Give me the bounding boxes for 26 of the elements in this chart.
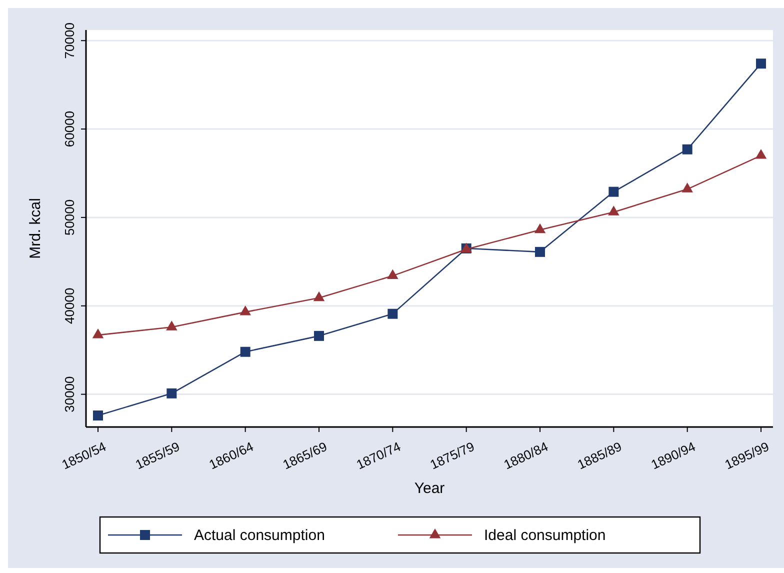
point (755, 149, 767, 159)
y-tick-label: 70000 (62, 22, 77, 59)
point (535, 246, 545, 257)
point (387, 269, 398, 280)
y-tick-label: 50000 (62, 199, 77, 236)
point (534, 223, 546, 234)
point (166, 388, 177, 398)
legend-label: Ideal consumption (484, 527, 606, 544)
point (608, 186, 619, 197)
point (608, 206, 620, 216)
point (682, 182, 693, 192)
point (240, 306, 251, 316)
point (313, 291, 325, 302)
y-tick-label: 40000 (62, 288, 77, 324)
point (314, 330, 324, 341)
legend-label: Actual consumption (194, 527, 325, 544)
point (92, 328, 104, 338)
y-tick-label: 30000 (62, 376, 77, 412)
x-axis-title: Year (414, 480, 445, 497)
y-axis-title: Mrd. kcal (27, 198, 44, 259)
point (388, 308, 398, 319)
point (240, 346, 250, 357)
point (166, 320, 178, 330)
point (93, 410, 103, 421)
point (682, 144, 692, 154)
y-tick-label: 60000 (62, 110, 77, 148)
